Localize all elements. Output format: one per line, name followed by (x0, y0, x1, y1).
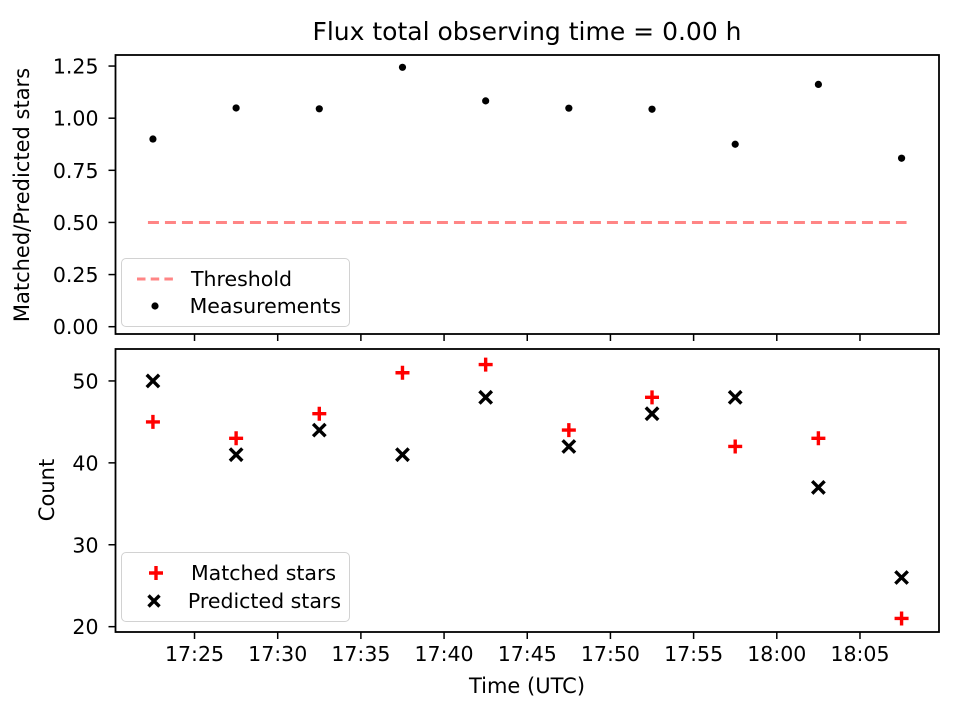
matched-star-marker (728, 439, 743, 454)
matched-star-marker (229, 431, 244, 446)
chart-title: Flux total observing time = 0.00 h (312, 17, 742, 46)
y-tick-label: 1.00 (53, 107, 99, 131)
legend-label-matched-stars: Matched stars (191, 561, 337, 585)
y-tick-label: 40 (72, 451, 98, 475)
legend-entry-predicted-stars: Predicted stars (130, 589, 341, 613)
y-tick-label: 20 (72, 615, 98, 639)
legend-entry-threshold: Threshold (130, 267, 341, 291)
measurement-point (731, 140, 739, 148)
x-tick-label: 17:55 (664, 642, 723, 666)
measurement-point (149, 135, 157, 143)
y-tick-label: 30 (72, 533, 98, 557)
legend-entry-matched-stars: Matched stars (130, 561, 341, 585)
legend-label-predicted-stars: Predicted stars (187, 589, 341, 613)
measurement-point (814, 80, 822, 89)
legend-label-measurements: Measurements (189, 294, 341, 319)
plus-marker-icon (130, 564, 182, 582)
measurement-point (482, 97, 490, 105)
x-tick-label: 18:05 (830, 642, 889, 666)
y-tick-label: 50 (72, 369, 98, 393)
y-tick-label: 0.25 (53, 263, 99, 287)
measurement-point (232, 104, 240, 112)
predicted-star-marker (145, 373, 161, 389)
x-marker-icon (130, 592, 179, 610)
measurement-point (648, 105, 656, 113)
legend-label-threshold: Threshold (191, 266, 293, 291)
dashed-line-icon (130, 275, 182, 283)
predicted-star-marker (727, 389, 743, 405)
matched-star-marker (312, 406, 327, 421)
matched-star-marker (395, 365, 410, 380)
y-tick-label: 0.00 (53, 315, 99, 339)
x-axis-label: Time (UTC) (468, 674, 586, 698)
matched-star-marker (478, 357, 493, 372)
x-tick-label: 17:45 (498, 642, 557, 666)
measurement-point (398, 63, 407, 71)
x-tick-label: 17:40 (415, 642, 474, 666)
x-tick-label: 17:30 (248, 642, 307, 666)
bottom-legend: Matched stars Predicted stars (121, 552, 350, 622)
y-tick-label: 0.75 (53, 159, 99, 183)
matched-star-marker (811, 431, 826, 446)
predicted-star-marker (810, 480, 826, 495)
predicted-star-marker (894, 570, 909, 585)
top-legend: Threshold Measurements (121, 258, 350, 327)
matched-star-marker (894, 611, 909, 626)
predicted-star-marker (478, 389, 494, 405)
measurement-point (897, 154, 906, 162)
x-tick-label: 17:35 (331, 642, 390, 666)
predicted-star-marker (561, 439, 577, 454)
measurement-point (565, 104, 573, 112)
x-tick-label: 17:50 (581, 642, 640, 666)
matched-star-marker (145, 414, 160, 429)
legend-entry-measurements: Measurements (130, 294, 341, 318)
measurement-point (315, 105, 323, 113)
x-tick-label: 17:25 (165, 642, 224, 666)
predicted-star-marker (395, 447, 410, 463)
x-tick-label: 18:00 (747, 642, 806, 666)
matched-star-marker (561, 423, 576, 438)
predicted-star-marker (644, 406, 660, 422)
dot-marker-icon (130, 300, 181, 312)
y-tick-label: 0.50 (53, 211, 99, 235)
y-tick-label: 1.25 (53, 55, 99, 79)
predicted-star-marker (311, 422, 327, 438)
predicted-star-marker (228, 447, 244, 463)
matched-star-marker (645, 390, 660, 405)
